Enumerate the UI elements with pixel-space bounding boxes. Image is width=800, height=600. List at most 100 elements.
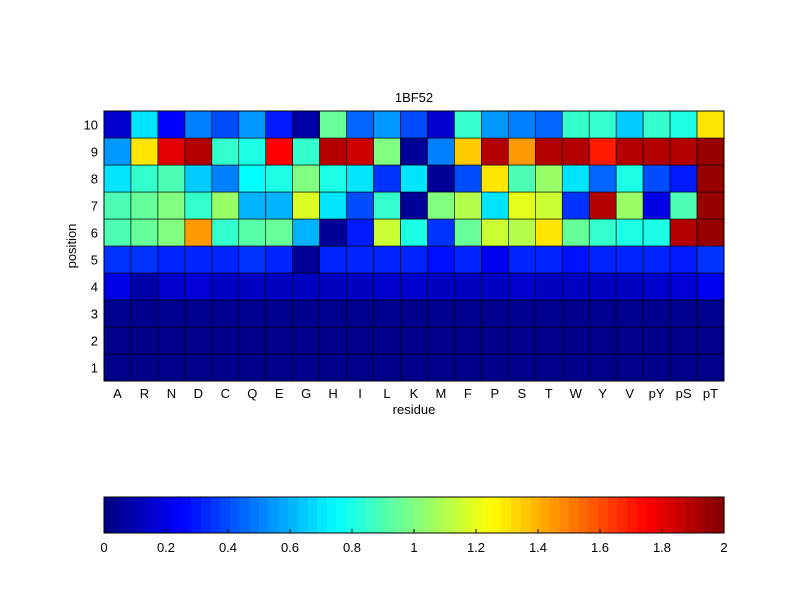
y-axis-label: position xyxy=(64,224,79,269)
heatmap-cell-V-10 xyxy=(615,110,644,139)
heatmap-cell-P-3 xyxy=(481,299,509,328)
colorbar-tick-label: 0.8 xyxy=(343,540,361,555)
heatmap-cell-G-1 xyxy=(292,353,320,382)
heatmap-cell-C-1 xyxy=(211,353,240,382)
heatmap-cell-I-4 xyxy=(346,272,374,301)
heatmap-cell-Q-7 xyxy=(238,191,267,220)
heatmap-cell-P-5 xyxy=(481,245,509,274)
heatmap-cell-D-9 xyxy=(184,137,213,166)
colorbar-swatch xyxy=(539,497,551,533)
colorbar-tick-label: 1.4 xyxy=(529,540,547,555)
colorbar-swatch xyxy=(598,497,609,533)
heatmap-cell-M-7 xyxy=(427,191,455,220)
heatmap-cell-pY-1 xyxy=(642,353,671,382)
x-tick-label: pY xyxy=(649,386,665,401)
heatmap-cell-G-10 xyxy=(292,110,320,139)
heatmap-cell-Y-4 xyxy=(588,272,617,301)
y-tick-label: 2 xyxy=(91,334,98,349)
heatmap-cell-Q-9 xyxy=(238,137,267,166)
x-tick-label: P xyxy=(491,386,500,401)
heatmap-cell-F-8 xyxy=(454,164,482,193)
heatmap-cell-pT-4 xyxy=(696,272,725,301)
colorbar-tick-label: 0 xyxy=(100,540,107,555)
heatmap-cell-L-4 xyxy=(373,272,401,301)
heatmap-cell-E-10 xyxy=(265,110,293,139)
heatmap-cell-Y-1 xyxy=(588,353,617,382)
x-tick-label: M xyxy=(436,386,447,401)
heatmap-cell-H-8 xyxy=(319,164,347,193)
colorbar-tick-label: 1.6 xyxy=(591,540,609,555)
colorbar-swatch xyxy=(423,497,434,533)
heatmap-cell-K-7 xyxy=(400,191,428,220)
heatmap-cell-Y-6 xyxy=(588,218,617,247)
heatmap-cell-S-5 xyxy=(508,245,536,274)
heatmap-cell-M-8 xyxy=(427,164,455,193)
heatmap-cell-P-10 xyxy=(481,110,509,139)
heatmap-cell-pT-8 xyxy=(696,164,725,193)
heatmap-cell-I-9 xyxy=(346,137,374,166)
y-tick-label: 5 xyxy=(91,253,98,268)
heatmap-cell-V-1 xyxy=(615,353,644,382)
heatmap-cell-F-3 xyxy=(454,299,482,328)
heatmap-cell-D-1 xyxy=(184,353,213,382)
colorbar-swatch xyxy=(646,497,657,533)
colorbar-swatch xyxy=(636,497,648,533)
heatmap-cell-Y-3 xyxy=(588,299,617,328)
heatmap-cell-Q-2 xyxy=(238,326,267,355)
colorbar-swatch xyxy=(181,497,192,533)
heatmap-cell-pS-2 xyxy=(669,326,698,355)
heatmap-cell-F-2 xyxy=(454,326,482,355)
heatmap-cell-E-1 xyxy=(265,353,293,382)
heatmap-cell-R-10 xyxy=(130,110,159,139)
heatmap-cell-G-8 xyxy=(292,164,320,193)
heatmap-cell-F-10 xyxy=(454,110,482,139)
y-tick-label: 4 xyxy=(91,280,98,295)
heatmap-cell-K-3 xyxy=(400,299,428,328)
heatmap-cell-W-4 xyxy=(561,272,590,301)
heatmap-cell-F-1 xyxy=(454,353,482,382)
colorbar-swatch xyxy=(365,497,376,533)
colorbar-swatch xyxy=(239,497,250,533)
heatmap-cell-pY-9 xyxy=(642,137,671,166)
heatmap-cell-D-7 xyxy=(184,191,213,220)
heatmap-cell-W-9 xyxy=(561,137,590,166)
heatmap-cell-V-7 xyxy=(615,191,644,220)
x-tick-label: G xyxy=(301,386,311,401)
heatmap-cell-pS-3 xyxy=(669,299,698,328)
heatmap-frame xyxy=(103,110,725,382)
heatmap-cell-Q-4 xyxy=(238,272,267,301)
y-tick-label: 9 xyxy=(91,145,98,160)
heatmap-cell-V-4 xyxy=(615,272,644,301)
heatmap-cell-K-2 xyxy=(400,326,428,355)
colorbar-swatch xyxy=(656,497,667,533)
colorbar-swatch xyxy=(171,497,183,533)
colorbar-swatch xyxy=(297,497,309,533)
heatmap-cell-A-1 xyxy=(103,353,132,382)
heatmap-cell-E-4 xyxy=(265,272,293,301)
heatmap-cell-pT-7 xyxy=(696,191,725,220)
y-tick-label: 8 xyxy=(91,172,98,187)
colorbar-swatch xyxy=(665,497,677,533)
heatmap-cell-L-8 xyxy=(373,164,401,193)
heatmap-cell-E-2 xyxy=(265,326,293,355)
colorbar-tick-label: 0.4 xyxy=(219,540,237,555)
heatmap-cell-pY-7 xyxy=(642,191,671,220)
heatmap-cell-C-5 xyxy=(211,245,240,274)
colorbar-swatch xyxy=(133,497,144,533)
heatmap-cell-pS-10 xyxy=(669,110,698,139)
heatmap-cell-pS-4 xyxy=(669,272,698,301)
heatmap-cell-P-2 xyxy=(481,326,509,355)
heatmap-cell-S-8 xyxy=(508,164,536,193)
heatmap-cell-K-5 xyxy=(400,245,428,274)
colorbar-swatch xyxy=(472,497,483,533)
colorbar-swatch xyxy=(113,497,124,533)
heatmap-cell-A-6 xyxy=(103,218,132,247)
heatmap-cell-R-2 xyxy=(130,326,159,355)
heatmap-cell-G-5 xyxy=(292,245,320,274)
heatmap-cell-D-10 xyxy=(184,110,213,139)
y-tick-label: 6 xyxy=(91,226,98,241)
heatmap-cell-L-7 xyxy=(373,191,401,220)
heatmap-cell-N-7 xyxy=(157,191,186,220)
heatmap-cell-W-7 xyxy=(561,191,590,220)
